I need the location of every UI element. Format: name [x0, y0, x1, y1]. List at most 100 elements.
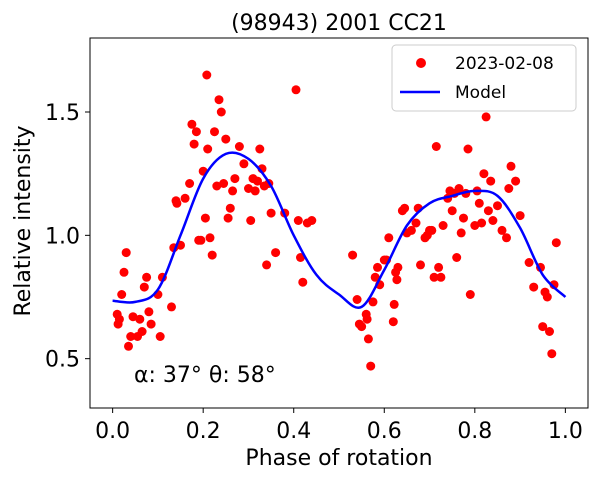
data-point: [212, 181, 222, 191]
data-point: [234, 142, 244, 151]
data-point: [373, 262, 382, 272]
data-point: [348, 250, 358, 260]
y-tick-label: 1.0: [45, 224, 80, 249]
data-point: [416, 260, 425, 270]
data-point: [214, 95, 224, 105]
data-point: [427, 225, 437, 235]
data-point: [524, 258, 534, 267]
data-point: [363, 334, 373, 344]
plot-frame: [89, 37, 589, 409]
data-point: [393, 262, 403, 272]
data-point: [262, 260, 272, 270]
data-point: [493, 201, 502, 211]
data-point: [551, 238, 561, 248]
data-point: [352, 295, 362, 304]
data-point: [547, 349, 557, 359]
legend-label-model: Model: [455, 83, 506, 103]
data-point: [291, 85, 301, 95]
data-point: [210, 127, 219, 137]
data-point: [203, 144, 213, 154]
data-point: [298, 277, 308, 287]
x-tick-label: 1.0: [548, 419, 583, 444]
data-point: [477, 218, 487, 228]
data-point: [230, 174, 240, 184]
data-point: [406, 225, 416, 235]
data-point: [542, 292, 552, 302]
data-point: [479, 169, 489, 179]
data-point: [293, 216, 303, 225]
data-point: [205, 233, 215, 243]
data-point: [400, 203, 410, 213]
data-point: [271, 248, 281, 258]
data-point: [447, 206, 457, 216]
data-point: [459, 213, 468, 223]
legend: 2023-02-08 Model: [391, 44, 577, 112]
data-point: [185, 179, 195, 188]
data-point: [506, 161, 516, 171]
plot-area: 0.0 0.2 0.4 0.6 0.8 1.0 0.5 1.0 1.5: [45, 37, 589, 444]
data-point: [465, 290, 475, 299]
data-point: [196, 235, 206, 245]
data-point: [135, 314, 145, 324]
data-point: [137, 327, 147, 336]
data-point: [239, 159, 249, 169]
data-point: [470, 221, 480, 230]
data-point: [497, 225, 507, 235]
data-point: [225, 203, 235, 213]
data-point: [515, 211, 525, 221]
data-point: [456, 228, 466, 238]
x-tick-label: 0.4: [276, 419, 311, 444]
data-point: [296, 253, 305, 262]
data-point: [142, 272, 152, 282]
data-point: [502, 233, 511, 243]
data-point: [128, 312, 138, 322]
data-point: [139, 282, 149, 292]
data-point: [504, 184, 514, 193]
data-point: [452, 253, 462, 262]
data-point: [172, 198, 182, 208]
data-point: [189, 139, 199, 149]
data-point: [429, 272, 439, 282]
data-point: [307, 216, 317, 225]
data-point: [483, 206, 493, 216]
chart-title: (98943) 2001 CC21: [231, 11, 447, 36]
data-point: [121, 248, 131, 258]
data-point: [119, 267, 129, 277]
data-point: [474, 198, 484, 208]
data-point: [253, 176, 262, 186]
x-tick-label: 0.6: [367, 419, 402, 444]
data-point: [126, 332, 136, 341]
data-point: [366, 361, 376, 371]
data-point: [511, 176, 521, 186]
x-axis-label: Phase of rotation: [245, 446, 432, 471]
data-point: [362, 314, 372, 324]
data-point: [388, 317, 398, 327]
data-point: [488, 216, 498, 225]
data-point: [144, 307, 154, 317]
data-point: [207, 250, 217, 260]
data-point: [454, 184, 464, 193]
data-point: [529, 282, 539, 292]
data-point: [219, 179, 229, 188]
data-point: [266, 208, 276, 218]
data-point: [368, 297, 378, 307]
data-point: [434, 262, 444, 272]
data-point: [180, 193, 190, 203]
data-point: [250, 186, 260, 196]
data-point: [202, 70, 212, 80]
data-point: [411, 218, 421, 228]
data-point: [228, 186, 238, 196]
y-tick-label: 1.5: [45, 101, 80, 126]
data-point: [223, 213, 233, 223]
legend-label-observations: 2023-02-08: [455, 54, 554, 74]
data-point: [155, 332, 165, 341]
legend-frame: [391, 44, 577, 112]
data-point: [481, 112, 491, 122]
aspect-annotation: α: 37° θ: 58°: [134, 363, 276, 388]
y-tick-label: 0.5: [45, 348, 80, 373]
x-tick-label: 0.0: [95, 419, 130, 444]
data-point: [167, 302, 176, 312]
data-point: [146, 319, 156, 329]
